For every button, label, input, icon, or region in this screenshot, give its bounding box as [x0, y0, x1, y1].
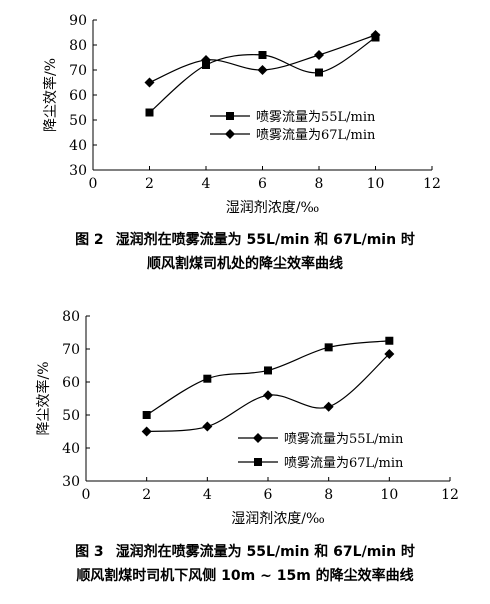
figure-2-caption: 图 2 湿润剂在喷雾流量为 55L/min 和 67L/min 时 顺风割煤司机处…	[0, 228, 490, 276]
fig3-data-point	[384, 348, 395, 359]
fig2-y-axis-label: 降尘效率/%	[42, 58, 59, 132]
figure-3-number: 图 3	[75, 544, 104, 560]
fig2-y-tick-label: 70	[69, 63, 87, 79]
fig3-data-point	[323, 401, 334, 412]
fig3-series-line	[146, 340, 390, 416]
fig2-data-point	[201, 55, 211, 65]
figure-2-caption-text: 湿润剂在喷雾流量为 55L/min 和 67L/min 时	[115, 232, 415, 248]
fig3-x-tick-label: 12	[441, 487, 459, 503]
fig2-data-point	[314, 50, 324, 60]
fig2-x-tick-label: 10	[367, 176, 385, 192]
fig2-data-point	[370, 30, 381, 40]
fig3-data-point	[142, 411, 151, 419]
figure-3-caption: 图 3 湿润剂在喷雾流量为 55L/min 和 67L/min 时 顺风割煤时司机…	[0, 540, 490, 588]
figure-2-caption-line1: 图 2 湿润剂在喷雾流量为 55L/min 和 67L/min 时	[0, 228, 490, 252]
fig3-data-point	[264, 366, 272, 375]
fig2-x-tick-label: 12	[423, 176, 441, 192]
figure-3-caption-line1: 图 3 湿润剂在喷雾流量为 55L/min 和 67L/min 时	[0, 540, 490, 564]
fig2-x-tick-label: 4	[202, 176, 211, 192]
fig2-data-point	[145, 108, 154, 117]
fig2-x-tick-label: 6	[258, 176, 267, 192]
fig3-y-tick-label: 60	[62, 375, 80, 391]
fig3-legend-marker	[254, 458, 262, 466]
fig3-x-tick-label: 8	[324, 487, 333, 503]
fig3-y-tick-label: 80	[62, 309, 80, 325]
fig2-y-tick-label: 40	[69, 138, 87, 154]
fig3-x-tick-label: 4	[203, 487, 212, 503]
fig3-legend-label: 喷雾流量为55L/min	[284, 432, 404, 447]
fig2-y-tick-label: 80	[69, 38, 87, 54]
fig3-x-tick-label: 10	[380, 487, 398, 503]
fig3-x-tick-label: 2	[142, 487, 151, 503]
fig2-x-tick-label: 8	[315, 176, 324, 192]
fig3-data-point	[324, 343, 333, 352]
fig3-x-tick-label: 6	[264, 487, 273, 503]
fig2-legend-label: 喷雾流量为67L/min	[256, 128, 376, 143]
fig2-y-tick-label: 30	[69, 163, 87, 179]
fig2-y-tick-label: 60	[69, 88, 87, 104]
fig3-y-tick-label: 50	[62, 408, 80, 424]
figure-2-number: 图 2	[75, 232, 104, 248]
fig2-y-tick-label: 50	[69, 113, 87, 129]
fig3-data-point	[203, 374, 212, 383]
fig3-y-tick-label: 70	[62, 342, 80, 358]
fig2-data-point	[315, 68, 323, 77]
fig2-legend-marker	[226, 112, 234, 120]
fig2-data-point	[144, 77, 155, 88]
fig3-legend-marker	[253, 433, 263, 443]
fig2-y-tick-label: 90	[69, 13, 87, 29]
figure-2-caption-line2: 顺风割煤司机处的降尘效率曲线	[147, 256, 343, 272]
fig3-y-tick-label: 30	[62, 474, 80, 490]
fig2-legend-label: 喷雾流量为55L/min	[256, 110, 376, 125]
fig2-data-point	[257, 65, 268, 75]
fig3-y-axis-label: 降尘效率/%	[35, 361, 52, 435]
fig3-y-tick-label: 40	[62, 441, 80, 457]
fig3-data-point	[202, 421, 213, 432]
fig2-x-axis-label: 湿润剂浓度/‰	[226, 200, 320, 216]
fig3-x-axis-label: 湿润剂浓度/‰	[231, 511, 325, 527]
fig2-legend-marker	[225, 129, 235, 139]
fig2-x-tick-label: 2	[145, 176, 154, 192]
fig3-data-point	[263, 390, 273, 401]
figure-3-caption-line2: 顺风割煤时司机下风侧 10m ~ 15m 的降尘效率曲线	[76, 568, 414, 584]
fig2-data-point	[258, 51, 267, 59]
fig3-data-point	[385, 336, 394, 345]
figure-3-caption-text: 湿润剂在喷雾流量为 55L/min 和 67L/min 时	[115, 544, 415, 560]
fig3-data-point	[141, 426, 152, 437]
fig3-x-tick-label: 0	[82, 487, 91, 503]
fig2-x-tick-label: 0	[89, 176, 98, 192]
figure-3: 30 40 50 60 70 80 0 2 4 6 8 10 12 湿润剂浓度/‰ 降尘效率/% 喷雾流量为5…	[0, 300, 490, 604]
fig3-legend-label: 喷雾流量为67L/min	[284, 456, 404, 471]
chart-figure-3: 30 40 50 60 70 80 0 2 4 6 8 10 12 湿润剂浓度/‰ 降尘效率/% 喷雾流量为5…	[35, 309, 459, 527]
figure-2: 30 40 50 60 70 80 90 0 2 4 6 8 10 12 湿润剂浓度/‰ 降尘效率/% 喷雾流量…	[0, 0, 490, 290]
chart-figure-2: 30 40 50 60 70 80 90 0 2 4 6 8 10 12 湿润剂浓度/‰ 降尘效率/% 喷雾流量…	[42, 13, 441, 216]
